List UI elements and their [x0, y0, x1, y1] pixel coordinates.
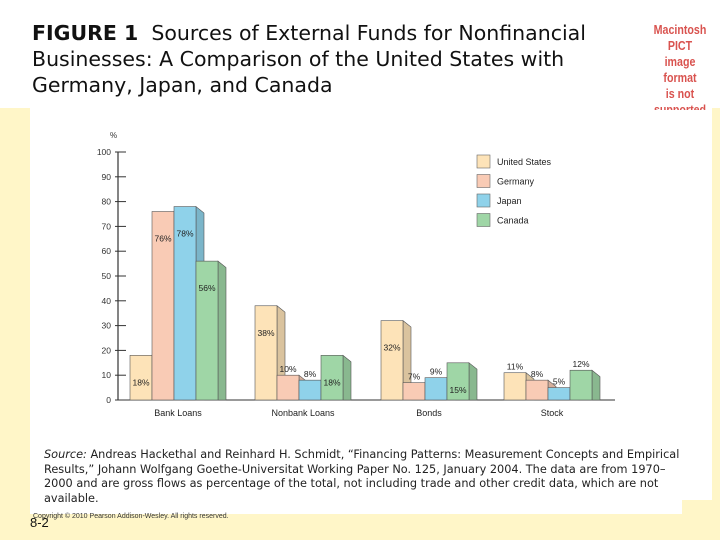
y-tick-label: 40	[102, 296, 112, 306]
slide-border-right	[712, 108, 720, 540]
y-tick-label: 80	[102, 197, 112, 207]
figure-title: FIGURE 1 Sources of External Funds for N…	[32, 20, 622, 98]
bar-value-label: 12%	[572, 359, 589, 369]
bar	[446, 362, 470, 401]
bar	[547, 387, 571, 401]
pict-unsupported-notice: Macintosh PICT image format is not suppo…	[647, 22, 713, 118]
bar	[424, 377, 448, 401]
y-tick-label: 10	[102, 370, 112, 380]
source-note: Source: Andreas Hackethal and Reinhard H…	[30, 442, 682, 514]
bar-chart: % 0 10 20 30 40 50 60 70 80 90 100 Bank Loans Nonbank…	[30, 110, 712, 440]
bar-value-label: 11%	[507, 362, 524, 372]
slide-border-left	[0, 108, 30, 540]
legend-label: Germany	[497, 177, 535, 187]
pict-notice-line-2: image format	[663, 54, 697, 85]
bar-value-label: 7%	[408, 372, 421, 382]
legend-label: Japan	[497, 196, 522, 206]
y-tick-label: 70	[102, 221, 112, 231]
bar	[402, 382, 426, 401]
x-category-label: Bonds	[416, 408, 442, 418]
bar-value-label: 38%	[257, 328, 274, 338]
x-category-label: Stock	[541, 408, 564, 418]
legend-swatch	[476, 193, 491, 208]
bar-value-label: 78%	[176, 229, 193, 239]
bar-value-label: 15%	[449, 385, 466, 395]
source-label: Source:	[44, 448, 87, 461]
y-tick-label: 60	[102, 246, 112, 256]
bar-side	[217, 260, 227, 401]
legend-swatch	[476, 154, 491, 169]
figure-label: FIGURE 1	[32, 21, 139, 45]
y-tick-label: 20	[102, 345, 112, 355]
y-tick-label: 0	[106, 395, 111, 405]
legend: United States Germany Japan Canada	[476, 154, 552, 227]
axis-layer: % 0 10 20 30 40 50 60 70 80 90 100 Bank Loans Nonbank…	[97, 131, 615, 418]
x-category-label: Nonbank Loans	[271, 408, 335, 418]
title-band: FIGURE 1 Sources of External Funds for N…	[0, 0, 720, 117]
bar-value-label: 18%	[132, 377, 149, 387]
y-axis-label: %	[110, 131, 117, 140]
bar-side	[342, 354, 352, 401]
bar	[503, 372, 527, 401]
bar	[276, 374, 300, 401]
bar-value-label: 32%	[383, 343, 400, 353]
bar-value-label: 56%	[198, 283, 215, 293]
bar-layer: 18% 76% 78% 56% 38% 10% 8% 18% 32% 7% 9% 15% 11% 8% 5%…	[129, 205, 601, 401]
bar-value-label: 8%	[304, 369, 317, 379]
legend-label: Canada	[497, 216, 529, 226]
bar	[254, 305, 278, 401]
y-tick-label: 100	[97, 147, 111, 157]
y-tick-label: 50	[102, 271, 112, 281]
pict-notice-line-1: Macintosh PICT	[653, 22, 707, 53]
legend-label: United States	[497, 157, 552, 167]
bar-side	[468, 362, 478, 401]
legend-swatch	[476, 174, 491, 188]
y-tick-label: 30	[102, 321, 112, 331]
bar-value-label: 18%	[323, 377, 340, 387]
bar	[195, 260, 219, 401]
bar	[569, 369, 593, 401]
bar-value-label: 76%	[154, 234, 171, 244]
bar	[380, 320, 404, 401]
figure-title-text: Sources of External Funds for Nonfinanci…	[32, 21, 586, 97]
bar-value-label: 9%	[430, 367, 443, 377]
source-paragraph: Source: Andreas Hackethal and Reinhard H…	[44, 448, 684, 506]
slide-number: 8-2	[30, 515, 49, 530]
bar-value-label: 10%	[279, 364, 296, 374]
bar	[320, 355, 344, 401]
source-text: Andreas Hackethal and Reinhard H. Schmid…	[44, 448, 680, 505]
copyright-notice: Copyright © 2010 Pearson Addison-Wesley.…	[33, 513, 229, 520]
bar-value-label: 5%	[553, 377, 566, 387]
x-category-label: Bank Loans	[154, 408, 202, 418]
bar-value-label: 8%	[531, 369, 544, 379]
bar	[525, 379, 549, 401]
legend-swatch	[476, 213, 491, 227]
bar	[298, 379, 322, 401]
y-tick-label: 90	[102, 172, 112, 182]
